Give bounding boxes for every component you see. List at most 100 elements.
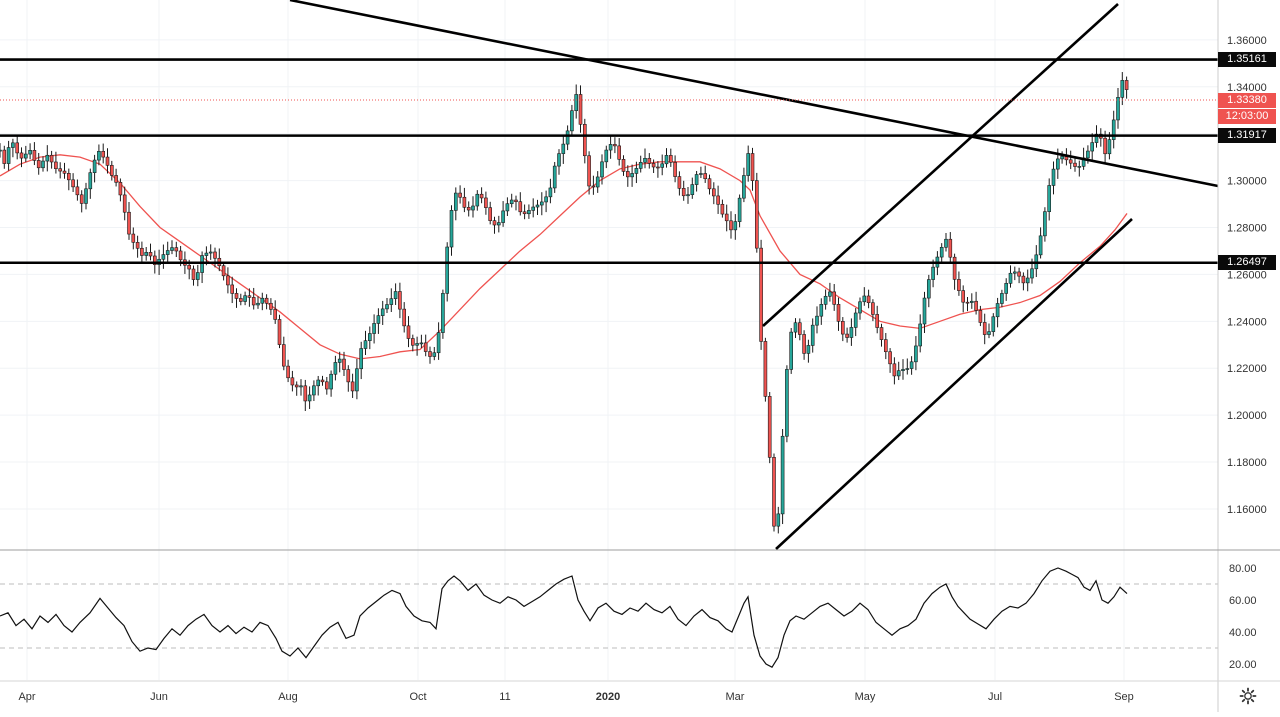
candle-body [140, 247, 144, 256]
time-tick-label: 2020 [596, 691, 620, 703]
candle-body [32, 150, 37, 161]
candle-body [587, 155, 591, 187]
candle-body [737, 197, 742, 222]
candle-body [36, 160, 41, 169]
time-tick-label: Aug [278, 691, 298, 703]
candle-body [991, 316, 996, 332]
candle-body [535, 204, 540, 208]
candle-body [110, 165, 114, 176]
candle-body [458, 192, 462, 198]
gear-icon[interactable] [1238, 686, 1258, 706]
candle-body [200, 255, 204, 273]
candle-body [239, 298, 243, 302]
candle-body [406, 325, 411, 339]
level-price-tag: 1.35161 [1218, 52, 1276, 68]
candle-body [905, 368, 910, 370]
price-tick-label: 1.28000 [1227, 223, 1267, 235]
candle-body [355, 368, 359, 392]
descending-trendline[interactable] [289, 0, 1219, 188]
price-tick-label: 1.22000 [1227, 363, 1267, 375]
candle-body [892, 363, 897, 377]
rsi-path [0, 567, 1128, 668]
candle-body [294, 384, 299, 388]
candle-body [901, 369, 905, 371]
candle-body [750, 153, 755, 181]
candle-body [922, 297, 927, 325]
candle-body [961, 290, 966, 303]
channel-upper-line[interactable] [762, 3, 1119, 327]
candle-body [514, 199, 518, 203]
candle-body [1051, 168, 1056, 186]
candle-body [557, 153, 561, 167]
candle-body [974, 300, 978, 311]
candle-body [410, 338, 415, 346]
candle-body [1004, 283, 1009, 294]
candle-body [84, 188, 88, 204]
candle-body [785, 369, 789, 437]
rsi-bands [0, 583, 1218, 649]
candle-body [625, 171, 630, 178]
candle-body [531, 206, 536, 211]
candle-body [419, 342, 424, 345]
candle-body [178, 250, 183, 261]
candle-body [909, 361, 914, 369]
candle-body [389, 298, 394, 305]
candle-body [11, 142, 15, 148]
time-tick-label: Oct [409, 691, 426, 703]
candle-body [1107, 139, 1112, 155]
candle-body [226, 275, 230, 286]
candle-body [853, 312, 858, 328]
candle-body [320, 379, 325, 383]
candle-body [914, 345, 918, 363]
candle-body [1077, 166, 1082, 168]
candle-body [634, 168, 639, 174]
moving-average [0, 154, 1128, 360]
candle-body [1012, 271, 1017, 274]
candle-body [122, 194, 127, 213]
candle-body [484, 197, 488, 208]
time-tick-label: Jun [150, 691, 168, 703]
candle-body [376, 315, 381, 324]
candle-body [595, 176, 600, 188]
candle-body [574, 94, 579, 112]
candle-body [918, 323, 923, 347]
candle-body [969, 300, 974, 303]
channel-lower-line[interactable] [775, 218, 1133, 550]
candle-body [281, 344, 286, 367]
candle-body [630, 173, 634, 178]
candle-body [1038, 235, 1043, 256]
candle-body [0, 149, 2, 152]
candle-body [978, 310, 983, 323]
candle-body [871, 302, 875, 315]
candle-body [849, 327, 854, 338]
candle-body [789, 331, 794, 370]
trend-lines[interactable] [289, 0, 1219, 550]
candle-body [570, 110, 574, 132]
horizontal-levels[interactable] [0, 58, 1218, 265]
candle-body [617, 145, 622, 160]
candle-body [428, 351, 432, 357]
candle-body [243, 295, 247, 302]
candle-body [316, 379, 321, 387]
candle-body [544, 196, 548, 203]
candle-body [165, 250, 170, 255]
candle-body [350, 381, 355, 392]
time-axis[interactable]: Apr Jun Aug Oct 11 2020 Mar May Jul Sep [18, 691, 1133, 703]
candle-body [1086, 150, 1090, 159]
candle-body [260, 297, 265, 304]
candle-body [797, 322, 802, 335]
candle-body [196, 272, 200, 280]
candle-body [479, 193, 484, 199]
candle-body [883, 339, 888, 353]
candle-body [174, 247, 179, 252]
candle-body [828, 291, 832, 297]
candle-body [552, 165, 557, 189]
price-tick-label: 1.36000 [1227, 35, 1267, 47]
candle-body [367, 333, 372, 341]
candle-body [1073, 162, 1077, 167]
candle-body [987, 331, 991, 335]
candle-body [681, 188, 686, 197]
candle-body [591, 185, 596, 188]
